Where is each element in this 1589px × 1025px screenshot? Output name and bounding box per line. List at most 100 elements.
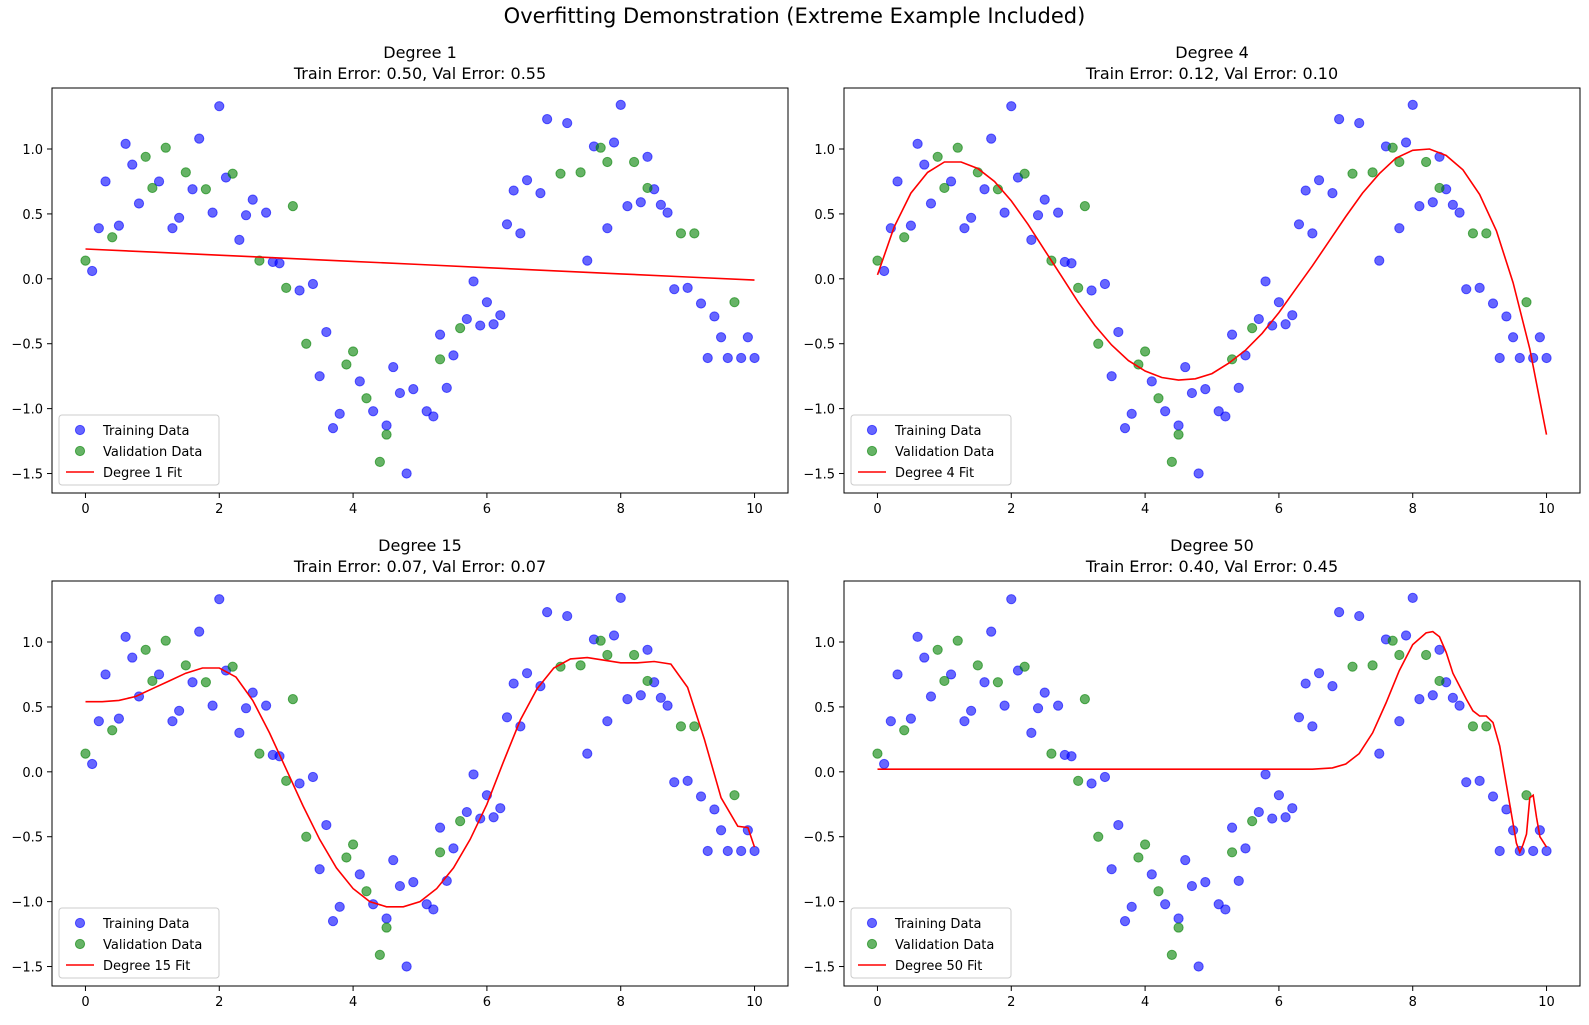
training-point <box>434 329 446 340</box>
legend-label: Validation Data <box>103 445 202 460</box>
training-point <box>912 631 923 642</box>
legend-box <box>850 414 1012 486</box>
legend-marker <box>74 917 86 929</box>
x-tick-label: 8 <box>617 995 625 1010</box>
training-point <box>1119 422 1131 434</box>
y-tick-label: 0.5 <box>814 208 835 223</box>
training-point <box>1327 681 1338 692</box>
y-tick-label: −0.5 <box>803 338 835 353</box>
training-point <box>635 197 646 208</box>
validation-point <box>80 748 91 759</box>
training-point <box>421 406 432 417</box>
training-point <box>722 845 733 857</box>
validation-point <box>595 142 606 153</box>
training-point <box>879 758 890 770</box>
training-point <box>615 99 626 110</box>
training-point <box>388 361 399 373</box>
validation-point <box>1093 338 1104 349</box>
training-point <box>100 669 111 680</box>
validation-point <box>1166 456 1177 467</box>
validation-point <box>1387 142 1398 153</box>
training-point <box>562 117 573 129</box>
training-point <box>307 771 319 783</box>
validation-point <box>1173 429 1184 440</box>
training-point <box>1407 99 1418 110</box>
validation-point <box>80 255 91 266</box>
subplot-title: Degree 15 <box>378 536 462 555</box>
training-point <box>1300 678 1311 689</box>
validation-point <box>1367 167 1378 178</box>
fit-line <box>85 248 755 281</box>
training-point <box>87 758 98 770</box>
validation-point <box>1166 949 1177 960</box>
training-point <box>240 703 252 714</box>
training-point <box>919 652 930 663</box>
validation-point <box>347 346 359 357</box>
training-point <box>508 678 519 689</box>
validation-point <box>675 721 687 732</box>
validation-point <box>1173 922 1184 933</box>
training-point <box>959 716 970 727</box>
legend-label: Training Data <box>894 917 981 932</box>
validation-point <box>147 182 158 194</box>
training-point <box>401 468 412 479</box>
training-point <box>488 812 499 823</box>
training-point <box>475 320 486 331</box>
training-point <box>622 694 633 705</box>
validation-point <box>642 675 653 687</box>
training-point <box>966 212 977 223</box>
subplot-4: Degree 50 Train Error: 0.40, Val Error: 0… <box>803 536 1581 1010</box>
training-point <box>1507 332 1519 343</box>
y-tick-label: −0.5 <box>11 338 43 353</box>
training-point <box>1273 297 1285 308</box>
training-point <box>327 422 339 434</box>
training-point <box>642 151 653 162</box>
training-point <box>1334 607 1345 618</box>
x-tick-label: 0 <box>81 995 89 1010</box>
validation-point <box>575 167 586 178</box>
training-point <box>508 185 519 196</box>
training-point <box>582 748 593 759</box>
x-tick-label: 8 <box>1409 502 1417 517</box>
y-tick-label: −1.5 <box>11 961 43 976</box>
training-point <box>662 207 673 218</box>
training-point <box>655 692 666 703</box>
training-point <box>1066 258 1077 269</box>
validation-point <box>287 694 298 705</box>
training-point <box>495 310 506 321</box>
training-point <box>501 712 513 723</box>
x-tick-label: 0 <box>873 995 881 1010</box>
validation-point <box>147 675 158 687</box>
training-point <box>167 223 178 234</box>
training-point <box>1287 310 1298 321</box>
y-tick-label: −1.5 <box>803 961 835 976</box>
legend: Training Data Validation Data Degree 4 Fit <box>850 414 1012 486</box>
training-point <box>709 311 720 322</box>
training-point <box>912 138 923 149</box>
training-point <box>1180 361 1191 373</box>
training-point <box>187 677 198 688</box>
x-tick-label: 10 <box>1538 995 1555 1010</box>
training-point <box>428 411 439 422</box>
training-point <box>986 133 997 144</box>
training-point <box>1454 700 1465 711</box>
legend-label: Training Data <box>102 424 189 439</box>
subplot-1: Degree 1 Train Error: 0.50, Val Error: 0.… <box>11 43 789 517</box>
training-point <box>1334 114 1345 125</box>
validation-point <box>602 156 613 168</box>
training-point <box>1113 326 1124 338</box>
validation-point <box>1394 649 1405 661</box>
validation-point <box>281 282 292 294</box>
training-point <box>1240 843 1251 854</box>
training-point <box>120 138 131 149</box>
y-tick-label: −1.0 <box>803 403 835 418</box>
training-point <box>1494 845 1505 857</box>
training-point <box>682 775 693 787</box>
validation-point <box>575 660 586 671</box>
training-point <box>1113 819 1124 831</box>
training-point <box>488 319 499 330</box>
training-point <box>682 282 693 294</box>
validation-point <box>952 142 963 153</box>
